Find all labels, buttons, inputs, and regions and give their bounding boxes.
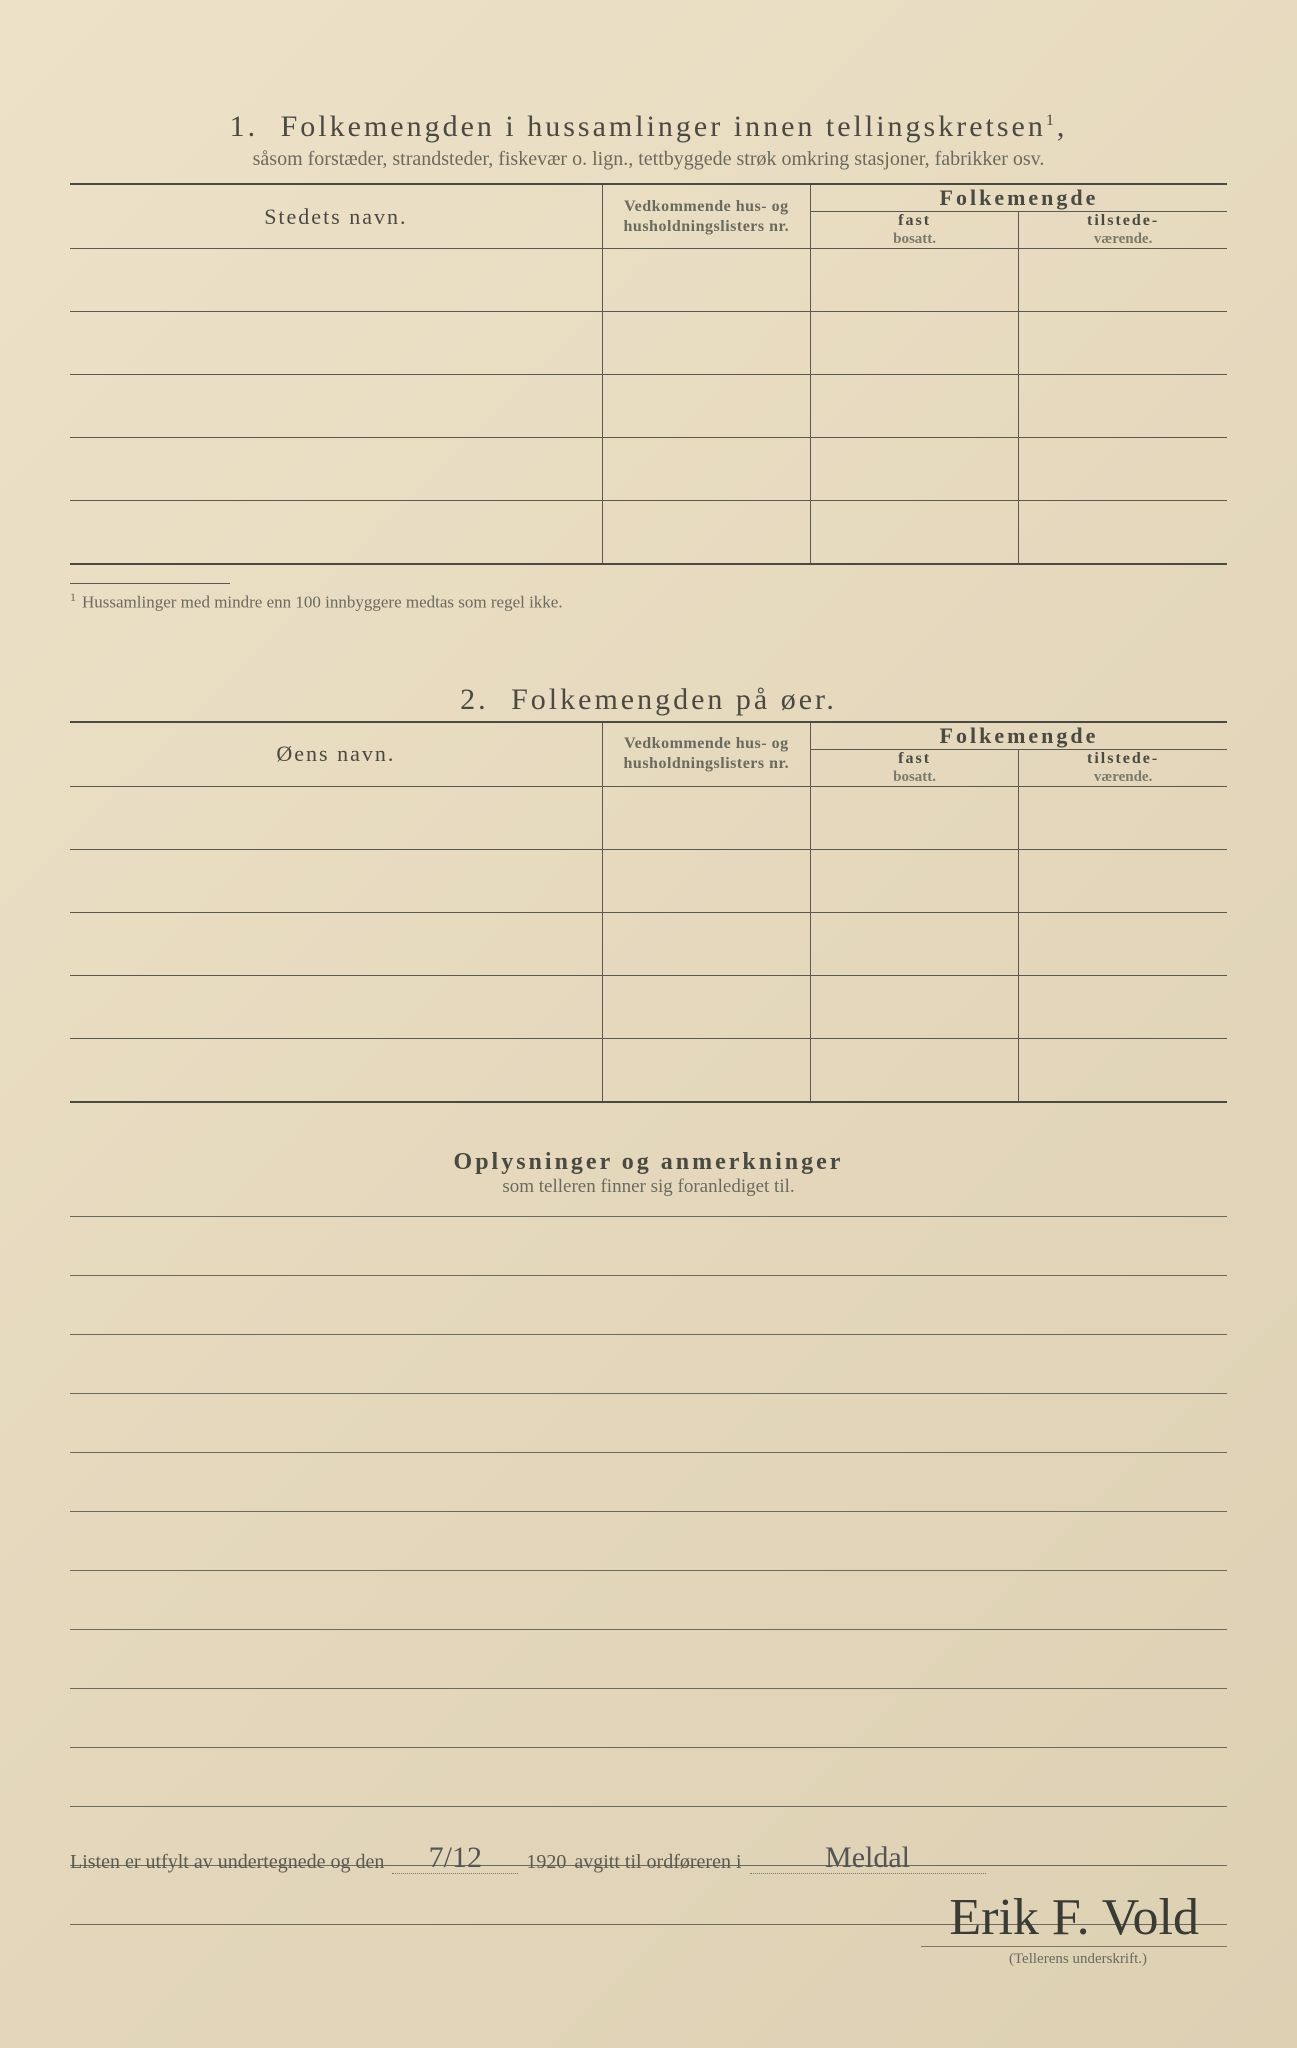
table-row (70, 249, 1227, 312)
section1-title-sup: 1 (1046, 112, 1057, 129)
footer-year: 1920 (526, 1851, 566, 1874)
ruled-line (70, 1453, 1227, 1512)
table-row (70, 1038, 1227, 1102)
section1-number: 1. (230, 110, 259, 143)
col-lists: Vedkommende hus- og husholdningslisters … (602, 184, 810, 249)
section2-number: 2. (460, 683, 489, 716)
table-row (70, 438, 1227, 501)
table-row (70, 975, 1227, 1038)
remarks-ruled-area (70, 1216, 1227, 1925)
section1-footnote: 1Hussamlinger med mindre enn 100 innbygg… (70, 590, 1227, 613)
table-row (70, 312, 1227, 375)
col-fast-2: fast bosatt. (810, 749, 1018, 786)
footer-mid: avgitt til ordføreren i (574, 1851, 741, 1874)
section2-table: Øens navn. Vedkommende hus- og husholdni… (70, 721, 1227, 1103)
section2-body (70, 786, 1227, 1102)
section1-title-text: Folkemengden i hussamlinger innen tellin… (281, 110, 1046, 143)
ruled-line (70, 1689, 1227, 1748)
section1-subtitle: såsom forstæder, strandsteder, fiskevær … (70, 148, 1227, 171)
ruled-line (70, 1276, 1227, 1335)
section1-body (70, 249, 1227, 565)
footer-block: Listen er utfylt av undertegnede og den … (70, 1843, 1227, 1968)
table-row (70, 849, 1227, 912)
date-field: 7/12 (392, 1843, 518, 1874)
table-row (70, 375, 1227, 438)
table-row (70, 501, 1227, 565)
footnote-rule (70, 583, 230, 584)
place-field: Meldal (750, 1843, 986, 1874)
ruled-line (70, 1394, 1227, 1453)
signature-caption: (Tellerens underskrift.) (70, 1951, 1227, 1968)
ruled-line (70, 1512, 1227, 1571)
attestation-line: Listen er utfylt av undertegnede og den … (70, 1843, 1227, 1874)
ruled-line (70, 1630, 1227, 1689)
section1-table: Stedets navn. Vedkommende hus- og hushol… (70, 183, 1227, 565)
section3-subtitle: som telleren finner sig foranlediget til… (70, 1176, 1227, 1198)
col-oens-navn: Øens navn. (70, 722, 602, 787)
col-lists-2: Vedkommende hus- og husholdningslisters … (602, 722, 810, 787)
table-row (70, 786, 1227, 849)
ruled-line (70, 1217, 1227, 1276)
footer-prefix: Listen er utfylt av undertegnede og den (70, 1851, 384, 1874)
section1-heading: 1. Folkemengden i hussamlinger innen tel… (70, 110, 1227, 144)
ruled-line (70, 1571, 1227, 1630)
table-row (70, 912, 1227, 975)
ruled-line (70, 1748, 1227, 1807)
section3-title: Oplysninger og anmerkninger (70, 1149, 1227, 1176)
census-form-page: 1. Folkemengden i hussamlinger innen tel… (0, 0, 1297, 2048)
col-folkemengde: Folkemengde (810, 184, 1227, 212)
col-stedets-navn: Stedets navn. (70, 184, 602, 249)
signature-row: Erik F. Vold (70, 1892, 1227, 1947)
col-folkemengde-2: Folkemengde (810, 722, 1227, 750)
signature: Erik F. Vold (921, 1892, 1227, 1947)
section2-title-text: Folkemengden på øer. (511, 683, 837, 716)
ruled-line (70, 1335, 1227, 1394)
section2-heading: 2. Folkemengden på øer. (70, 683, 1227, 717)
col-fast: fast bosatt. (810, 212, 1018, 249)
col-tilstede-2: tilstede- værende. (1019, 749, 1227, 786)
col-tilstede: tilstede- værende. (1019, 212, 1227, 249)
